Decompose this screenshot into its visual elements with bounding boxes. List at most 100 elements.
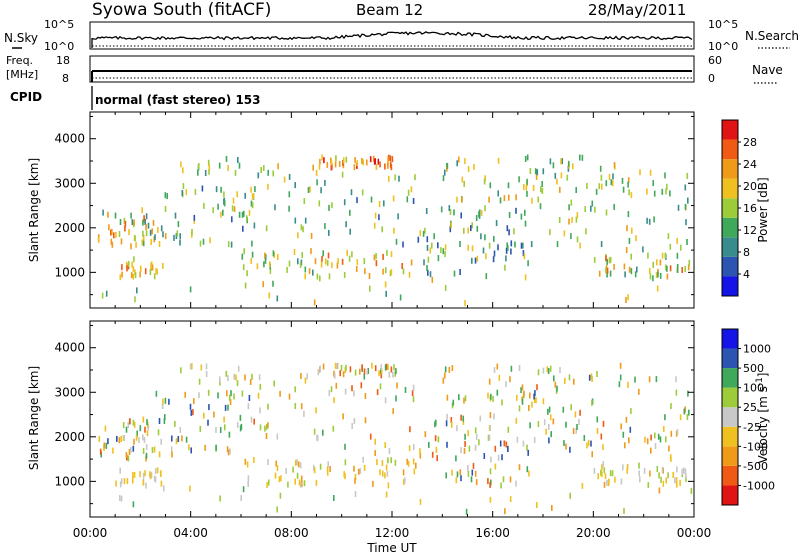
scatter-cell bbox=[376, 389, 379, 396]
scatter-cell bbox=[139, 471, 141, 478]
scatter-cell bbox=[528, 405, 530, 411]
scatter-cell bbox=[448, 205, 451, 212]
scatter-cell bbox=[215, 444, 217, 451]
scatter-cell bbox=[515, 480, 517, 487]
scatter-cell bbox=[144, 470, 146, 477]
scatter-cell bbox=[605, 255, 607, 262]
scatter-cell bbox=[151, 447, 154, 454]
scatter-cell bbox=[113, 232, 115, 239]
scatter-cell bbox=[124, 220, 127, 227]
scatter-cell bbox=[684, 203, 687, 210]
scatter-cell bbox=[236, 421, 239, 428]
scatter-cell bbox=[603, 481, 606, 488]
scatter-cell bbox=[174, 420, 176, 427]
scatter-cell bbox=[521, 398, 524, 405]
scatter-cell bbox=[328, 390, 331, 397]
scatter-cell bbox=[417, 236, 420, 243]
noise-left-label: N.Sky bbox=[4, 31, 38, 45]
scatter-cell bbox=[665, 188, 667, 195]
scatter-cell bbox=[412, 458, 415, 465]
scatter-cell bbox=[489, 182, 492, 189]
scatter-cell bbox=[123, 217, 126, 224]
scatter-cell bbox=[356, 160, 358, 167]
scatter-cell bbox=[410, 186, 413, 193]
scatter-cell bbox=[547, 368, 550, 374]
colorbar-tick-label: 25 bbox=[743, 401, 757, 414]
scatter-cell bbox=[164, 414, 166, 421]
colorbar-tick-label: 100 bbox=[743, 382, 764, 395]
scatter-cell bbox=[228, 394, 231, 401]
scatter-cell bbox=[301, 252, 303, 258]
scatter-cell bbox=[162, 398, 164, 405]
scatter-cell bbox=[198, 392, 200, 399]
noise-right-label: N.Search bbox=[745, 29, 799, 43]
y-tick-label: 4000 bbox=[54, 341, 85, 355]
scatter-cell bbox=[479, 415, 482, 422]
scatter-cell bbox=[419, 498, 422, 505]
noise-tick-bottom-left: 10^0 bbox=[44, 40, 74, 53]
scatter-cell bbox=[529, 422, 531, 429]
scatter-cell bbox=[354, 473, 357, 480]
velocity-panel: 1000 2000 3000 4000 Slant Range [km] bbox=[27, 320, 695, 518]
scatter-cell bbox=[209, 237, 211, 244]
scatter-cell bbox=[600, 433, 603, 440]
scatter-cell bbox=[285, 467, 287, 474]
scatter-cell bbox=[294, 459, 297, 466]
scatter-cell bbox=[127, 421, 130, 428]
scatter-cell bbox=[205, 371, 208, 377]
scatter-cell bbox=[133, 219, 135, 226]
scatter-cell bbox=[175, 438, 178, 445]
scatter-cell bbox=[348, 255, 351, 262]
scatter-cell bbox=[556, 385, 558, 392]
scatter-cell bbox=[502, 476, 505, 483]
scatter-cell bbox=[612, 173, 614, 180]
scatter-cell bbox=[250, 186, 252, 193]
scatter-cell bbox=[476, 255, 479, 262]
scatter-cell bbox=[552, 162, 555, 169]
scatter-cell bbox=[326, 466, 329, 473]
scatter-cell bbox=[207, 159, 210, 166]
colorbar-segment bbox=[722, 178, 738, 199]
scatter-cell bbox=[652, 180, 654, 187]
power-cells bbox=[97, 154, 691, 307]
scatter-cell bbox=[191, 363, 193, 370]
scatter-cell bbox=[536, 502, 538, 508]
scatter-cell bbox=[219, 427, 222, 433]
scatter-cell bbox=[601, 471, 603, 478]
scatter-cell bbox=[267, 183, 269, 190]
scatter-cell bbox=[527, 449, 529, 456]
scatter-cell bbox=[625, 247, 628, 253]
scatter-cell bbox=[300, 403, 303, 410]
scatter-cell bbox=[189, 403, 192, 410]
scatter-cell bbox=[107, 438, 109, 445]
scatter-cell bbox=[406, 458, 408, 465]
scatter-cell bbox=[613, 161, 616, 168]
scatter-cell bbox=[613, 203, 615, 210]
scatter-cell bbox=[292, 466, 294, 473]
scatter-cell bbox=[316, 435, 319, 442]
scatter-cell bbox=[639, 169, 641, 176]
scatter-cell bbox=[381, 226, 383, 233]
scatter-cell bbox=[328, 273, 331, 280]
y-tick-label: 2000 bbox=[54, 430, 85, 444]
scatter-cell bbox=[687, 197, 689, 204]
scatter-cell bbox=[483, 178, 486, 185]
scatter-cell bbox=[390, 269, 393, 276]
scatter-cell bbox=[268, 292, 271, 299]
scatter-cell bbox=[463, 397, 465, 404]
scatter-cell bbox=[620, 478, 623, 485]
scatter-cell bbox=[98, 435, 101, 442]
scatter-cell bbox=[371, 362, 373, 369]
scatter-cell bbox=[526, 444, 528, 451]
time-axis-label: Time UT bbox=[366, 541, 417, 554]
scatter-cell bbox=[259, 407, 261, 414]
noise-panel: N.Sky 10^5 10^0 10^5 10^0 N.Search bbox=[4, 18, 799, 53]
scatter-cell bbox=[244, 192, 246, 199]
scatter-cell bbox=[331, 163, 333, 170]
scatter-cell bbox=[488, 434, 491, 441]
scatter-cell bbox=[460, 212, 462, 219]
scatter-cell bbox=[351, 385, 353, 392]
scatter-cell bbox=[669, 454, 672, 461]
scatter-cell bbox=[393, 364, 395, 371]
